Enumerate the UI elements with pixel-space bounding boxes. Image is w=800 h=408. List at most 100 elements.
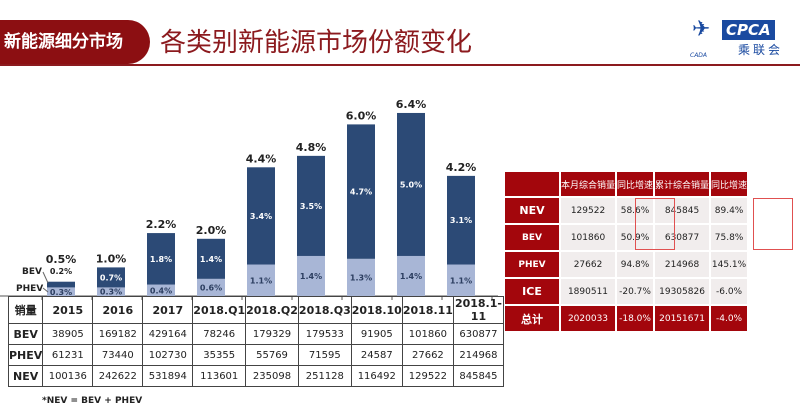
- column-header: 同比增速: [711, 172, 748, 196]
- table-cell: 2020033: [561, 306, 616, 331]
- column-header: 2017: [142, 296, 194, 324]
- data-label-bev: 4.7%: [350, 188, 372, 197]
- column-header: 2018.10: [350, 296, 403, 324]
- total-label: 1.0%: [96, 252, 127, 265]
- legend-leader-bev: [42, 271, 49, 284]
- bar-bev: [197, 238, 225, 279]
- legend-label-bev: BEV: [22, 267, 42, 277]
- column-header: 2016: [92, 296, 144, 324]
- table-cell: 116492: [350, 365, 403, 387]
- row-label: PHEV: [505, 252, 559, 277]
- summary-row: ICE 1890511 -20.7% 19305826 -6.0%: [505, 279, 748, 304]
- table-cell: 531894: [142, 365, 194, 387]
- table-cell: 100136: [42, 365, 94, 387]
- summary-header-row: 本月综合销量 同比增速 累计综合销量 同比增速: [505, 172, 748, 196]
- data-label-phev: 0.3%: [50, 288, 72, 297]
- table-cell: 35355: [192, 344, 247, 366]
- row-label: BEV: [505, 225, 559, 250]
- table-cell: -20.7%: [617, 279, 654, 304]
- summary-row: BEV 101860 50.9% 630877 75.8%: [505, 225, 748, 250]
- table-cell: 1890511: [561, 279, 616, 304]
- data-label-bev: 0.7%: [100, 273, 122, 282]
- data-label-phev: 1.4%: [400, 272, 422, 281]
- column-header: 2015: [42, 296, 94, 324]
- logo-sub: CADA: [690, 52, 708, 59]
- table-cell: 214968: [452, 344, 504, 366]
- section-tag: 新能源细分市场: [0, 20, 150, 64]
- table-row: NEV 100136 242622 531894 113601 235098 251128 1…: [7, 365, 504, 387]
- bar-phev: [397, 255, 425, 296]
- column-header: 2018.Q1: [192, 296, 247, 324]
- table-cell: 55769: [245, 344, 299, 366]
- table-cell: 145.1%: [711, 252, 748, 277]
- table-cell: 113601: [192, 365, 247, 387]
- data-label-bev: 3.4%: [250, 212, 272, 221]
- table-cell: 61231: [42, 344, 94, 366]
- table-cell: 242622: [92, 365, 144, 387]
- table-header-row: 销量 2015 2016 2017 2018.Q1 2018.Q2 2018.Q3 2018.…: [7, 296, 504, 324]
- table-cell: 91905: [350, 323, 403, 345]
- data-label-phev: 1.1%: [450, 276, 472, 285]
- data-label-bev: 1.8%: [150, 255, 172, 264]
- data-label-phev: 1.3%: [350, 273, 372, 282]
- logo-emblem-icon: ✈: [692, 17, 711, 42]
- bar-bev: [447, 175, 475, 265]
- volume-table: 销量 2015 2016 2017 2018.Q1 2018.Q2 2018.Q3 2018.…: [7, 296, 504, 387]
- data-label-bev: 1.4%: [200, 255, 222, 264]
- table-cell: 235098: [245, 365, 299, 387]
- cpca-logo: ✈ CADA CPCA 乘联会: [690, 16, 800, 62]
- data-label-bev: 3.1%: [450, 216, 472, 225]
- table-cell: 38905: [42, 323, 94, 345]
- total-label: 4.2%: [446, 161, 477, 174]
- bar-bev: [397, 112, 425, 256]
- bar-phev: [147, 284, 175, 296]
- summary-table: 本月综合销量 同比增速 累计综合销量 同比增速 NEV 129522 58.6% 845845…: [503, 170, 749, 333]
- table-cell: 78246: [192, 323, 247, 345]
- data-label-phev: 1.4%: [300, 272, 322, 281]
- table-cell: 102730: [142, 344, 194, 366]
- data-label-bev: 5.0%: [400, 180, 422, 189]
- total-label: 6.0%: [346, 109, 377, 122]
- table-cell: -18.0%: [617, 306, 654, 331]
- table-cell: 75.8%: [711, 225, 748, 250]
- row-label: PHEV: [7, 344, 44, 366]
- table-cell: 179329: [245, 323, 299, 345]
- table-cell: 129522: [401, 365, 454, 387]
- bar-phev: [447, 264, 475, 296]
- row-label: ICE: [505, 279, 559, 304]
- column-header: 2018.1-11: [452, 296, 504, 324]
- data-label-bev: 0.2%: [50, 267, 72, 276]
- table-cell: 129522: [561, 198, 616, 223]
- column-header: 本月综合销量: [561, 172, 616, 196]
- bar-bev: [97, 267, 125, 288]
- column-header: 2018.Q3: [297, 296, 352, 324]
- footnote: *NEV = BEV + PHEV: [42, 396, 143, 406]
- data-label-phev: 0.3%: [100, 288, 122, 297]
- column-header: 销量: [7, 296, 44, 324]
- total-label: 6.4%: [396, 98, 427, 111]
- table-cell: 101860: [561, 225, 616, 250]
- column-header: 累计综合销量: [655, 172, 710, 196]
- data-label-bev: 3.5%: [300, 202, 322, 211]
- bar-phev: [247, 264, 275, 296]
- table-row: BEV 38905 169182 429164 78246 179329 179533 919…: [7, 323, 504, 345]
- table-cell: -6.0%: [711, 279, 748, 304]
- column-header: 同比增速: [617, 172, 654, 196]
- logo-text: CPCA: [722, 20, 775, 40]
- summary-row: 总计 2020033 -18.0% 20151671 -4.0%: [505, 306, 748, 331]
- row-label: 总计: [505, 306, 559, 331]
- table-cell: 214968: [655, 252, 710, 277]
- table-cell: 179533: [297, 323, 352, 345]
- bar-phev: [347, 258, 375, 296]
- table-cell: 630877: [655, 225, 710, 250]
- row-label: BEV: [7, 323, 44, 345]
- table-cell: 845845: [452, 365, 504, 387]
- total-label: 2.0%: [196, 224, 227, 237]
- row-label: NEV: [7, 365, 44, 387]
- legend-leader-phev: [42, 287, 49, 293]
- table-cell: 71595: [297, 344, 352, 366]
- total-label: 4.4%: [246, 152, 277, 165]
- table-row: PHEV 61231 73440 102730 35355 55769 71595 24587…: [7, 344, 504, 366]
- table-cell: 101860: [401, 323, 454, 345]
- stacked-bar-chart: 0.3% 0.2%0.5% 0.3% 0.7% 1.0% 0.4% 1.8% 2.2% 0.6%…: [0, 98, 498, 300]
